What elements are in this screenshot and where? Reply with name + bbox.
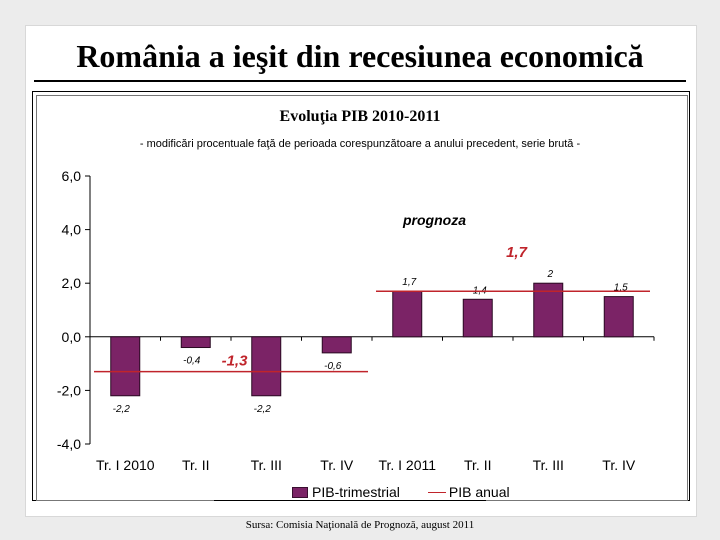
y-tick-label: 6,0	[62, 168, 82, 184]
forecast-annotation: prognoza	[402, 212, 466, 228]
x-category-label: Tr. II	[182, 457, 209, 473]
x-category-label: Tr. IV	[602, 457, 636, 473]
y-tick-label: 0,0	[62, 329, 82, 345]
x-category-label: Tr. I 2011	[378, 457, 436, 473]
chart-subtitle: - modificări procentuale faţă de perioad…	[139, 138, 581, 150]
bar-data-label: -0,6	[324, 361, 342, 372]
annual-data-label: 1,7	[506, 244, 528, 261]
title-rule	[34, 80, 686, 82]
bar-quarterly	[180, 336, 211, 349]
source-rule	[214, 500, 486, 501]
bar-data-label: 1,7	[402, 277, 416, 288]
y-tick-label: 2,0	[62, 275, 82, 291]
bar-quarterly	[321, 336, 352, 354]
bar-quarterly	[392, 290, 423, 338]
bar-data-label: -2,2	[254, 404, 272, 415]
x-category-label: Tr. IV	[320, 457, 354, 473]
y-tick-label: -4,0	[57, 436, 81, 452]
bar-quarterly	[110, 336, 141, 397]
legend-bar-swatch	[292, 486, 308, 498]
bar-quarterly	[251, 336, 282, 397]
slide-title: România a ieşit din recesiunea economică	[76, 38, 644, 74]
bar-quarterly	[462, 298, 493, 338]
x-category-label: Tr. III	[251, 457, 282, 473]
bar-data-label: -2,2	[113, 404, 131, 415]
annual-data-label: -1,3	[222, 353, 249, 370]
bar-data-label: -0,4	[183, 356, 201, 367]
bar-data-label: 1,5	[614, 283, 628, 294]
bar-quarterly	[533, 282, 564, 338]
source-note: Sursa: Comisia Naţională de Prognoză, au…	[245, 519, 475, 531]
legend-label-annual: PIB anual	[448, 484, 510, 500]
x-category-label: Tr. III	[533, 457, 564, 473]
slide-background	[25, 25, 697, 517]
bar-data-label: 2	[546, 269, 553, 280]
chart-legend: PIB-trimestrial PIB anual	[292, 484, 510, 500]
x-category-label: Tr. II	[464, 457, 491, 473]
chart-title: Evoluţia PIB 2010-2011	[279, 108, 441, 125]
bar-quarterly	[603, 296, 634, 338]
legend-line-swatch	[427, 491, 446, 493]
legend-label-quarterly: PIB-trimestrial	[312, 484, 400, 500]
x-category-label: Tr. I 2010	[96, 457, 155, 473]
y-tick-label: 4,0	[62, 222, 82, 238]
y-tick-label: -2,0	[57, 382, 81, 398]
